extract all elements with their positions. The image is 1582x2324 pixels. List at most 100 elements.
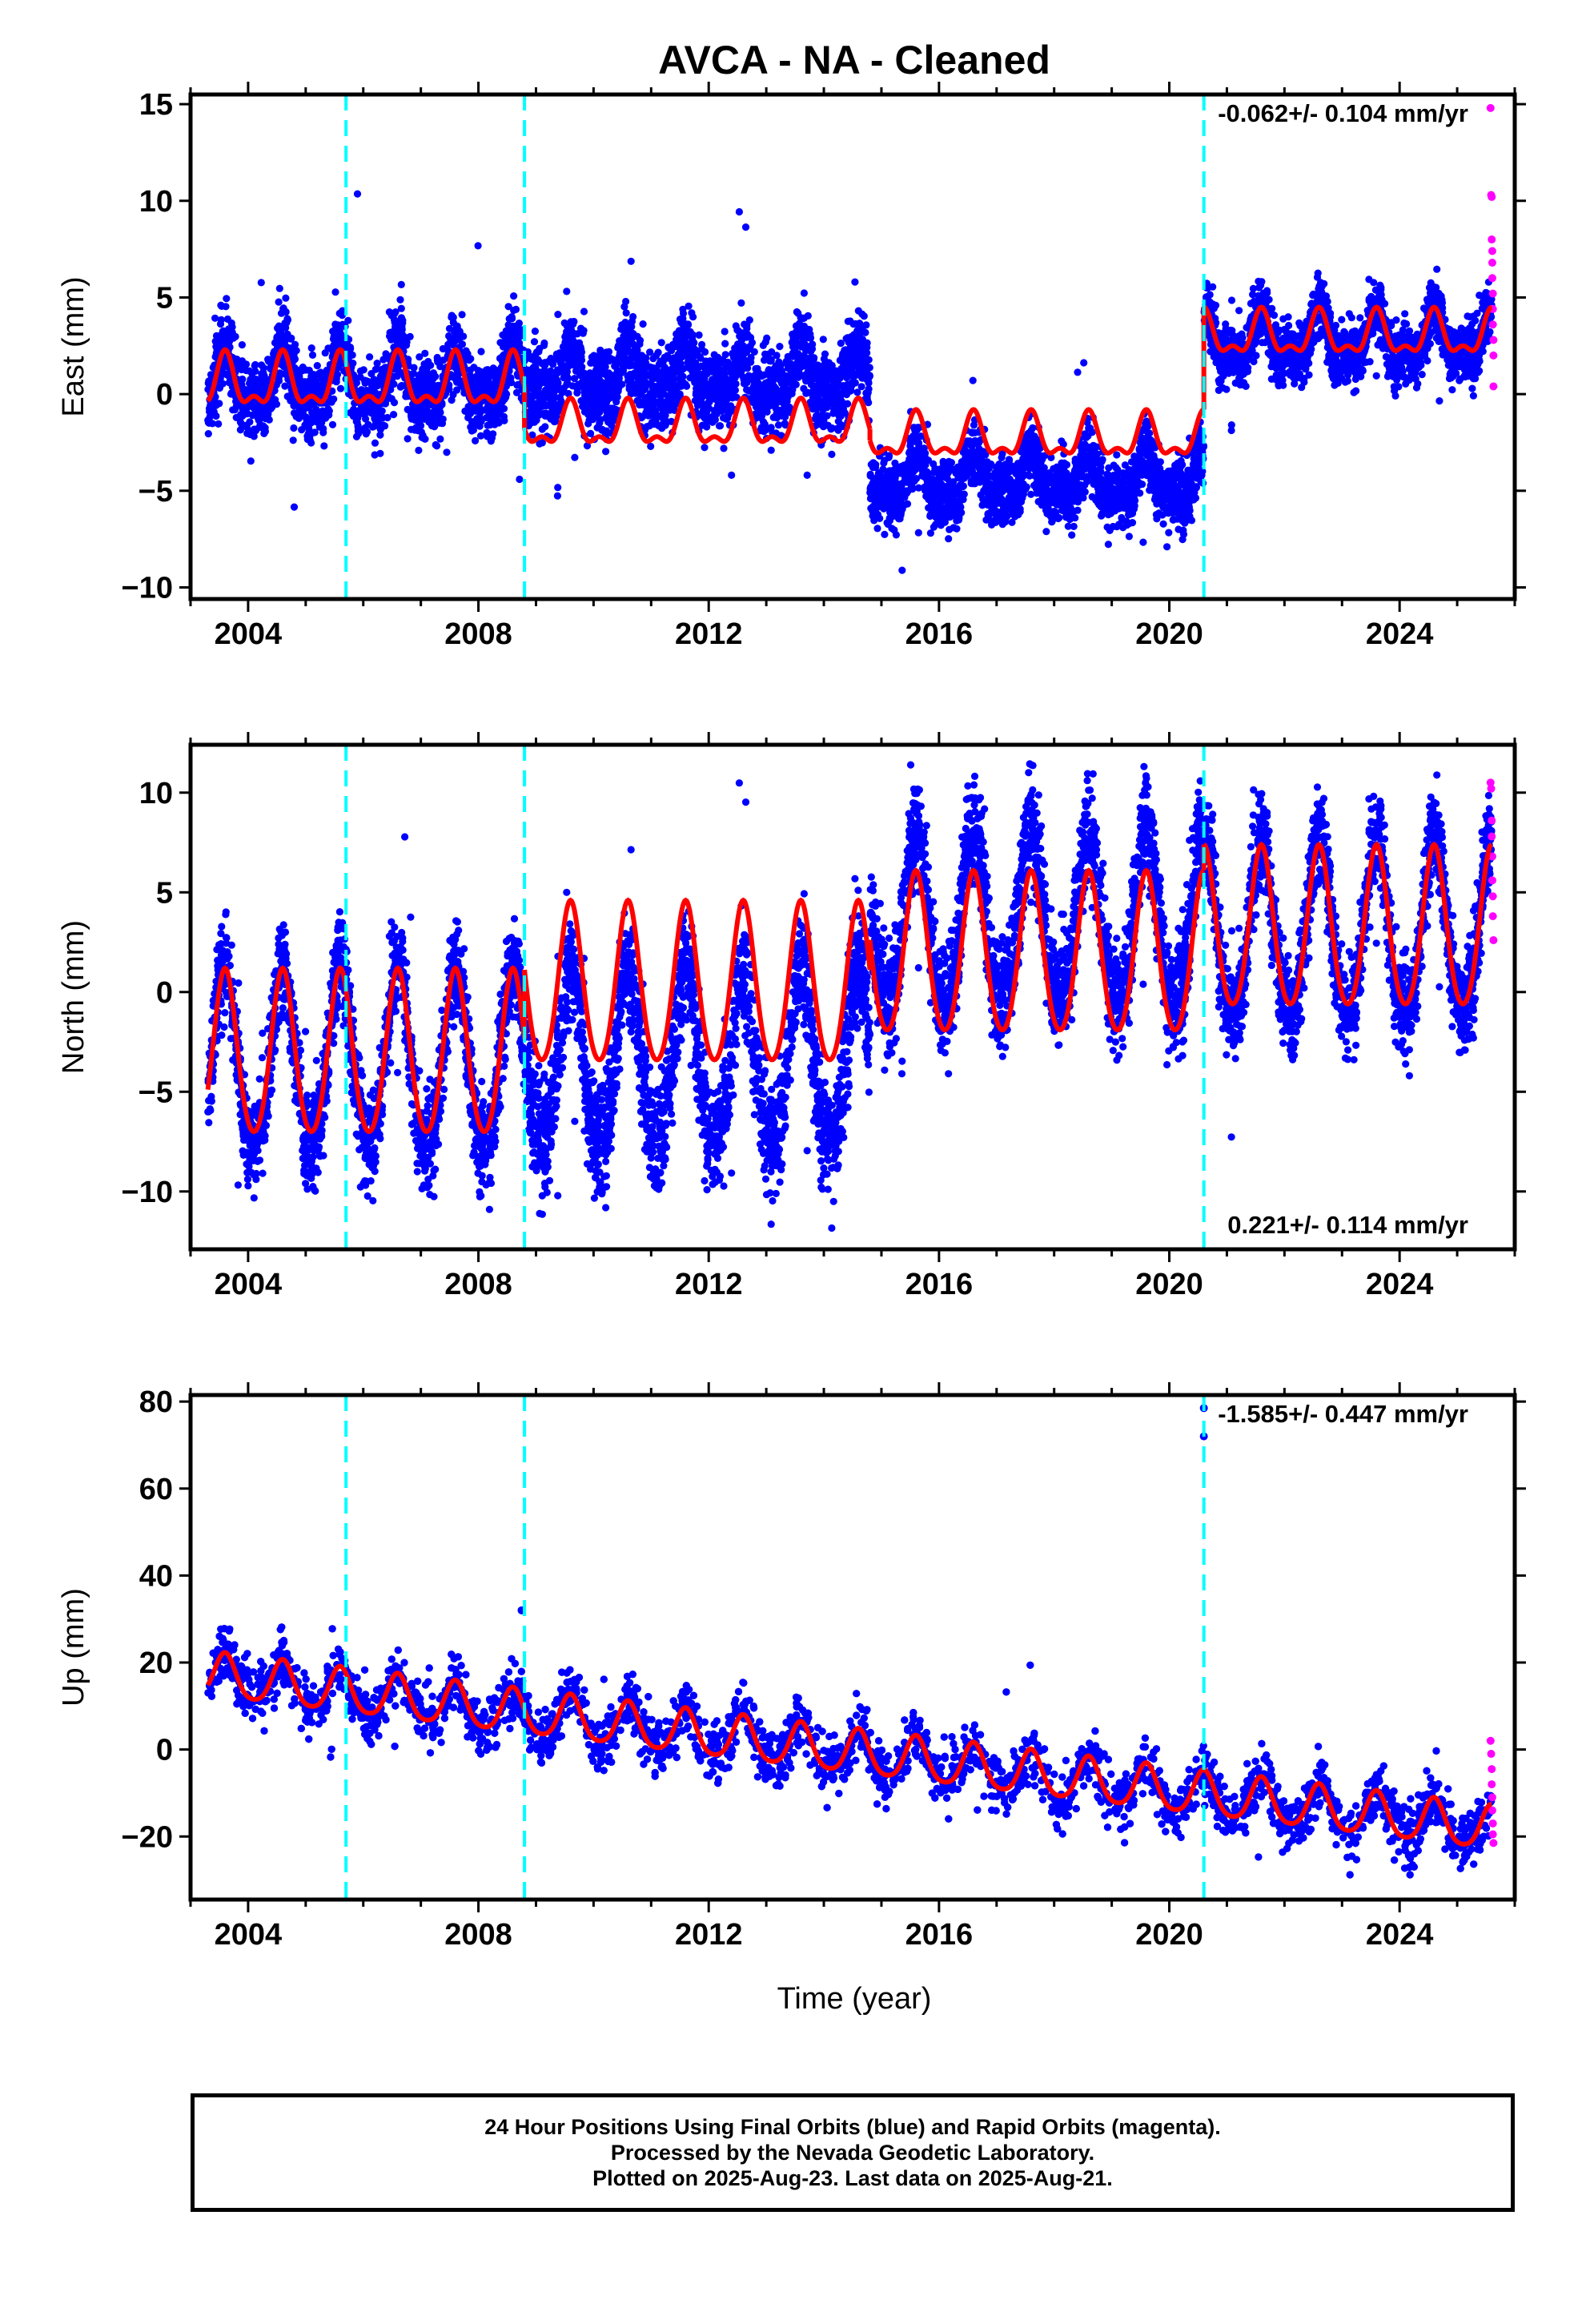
data-point bbox=[300, 404, 308, 412]
data-point bbox=[885, 517, 893, 525]
data-point bbox=[375, 419, 383, 427]
data-point bbox=[803, 471, 811, 480]
data-point bbox=[636, 336, 644, 344]
data-point bbox=[620, 322, 628, 330]
data-point bbox=[476, 422, 484, 430]
data-point bbox=[379, 356, 387, 364]
data-point bbox=[832, 383, 840, 391]
data-point bbox=[765, 400, 773, 408]
data-point bbox=[443, 448, 451, 456]
data-point bbox=[788, 384, 796, 392]
data-point bbox=[624, 376, 632, 384]
data-point bbox=[311, 428, 319, 436]
data-point bbox=[229, 406, 237, 414]
data-point bbox=[516, 475, 524, 484]
data-point bbox=[770, 374, 779, 382]
data-point bbox=[647, 442, 655, 451]
data-point bbox=[496, 409, 504, 417]
data-point bbox=[837, 392, 845, 400]
data-point bbox=[602, 427, 611, 435]
data-point bbox=[817, 400, 825, 408]
data-point bbox=[823, 367, 831, 375]
data-point bbox=[436, 435, 444, 443]
data-point bbox=[246, 428, 254, 436]
data-point bbox=[572, 367, 580, 375]
data-point bbox=[588, 381, 596, 389]
data-point bbox=[759, 341, 767, 349]
data-point bbox=[397, 304, 405, 312]
data-point bbox=[945, 535, 953, 543]
data-point bbox=[560, 373, 568, 381]
data-point bbox=[862, 340, 870, 348]
data-point bbox=[416, 353, 424, 361]
data-point bbox=[331, 288, 339, 296]
data-point bbox=[597, 404, 606, 412]
data-point bbox=[418, 433, 426, 441]
data-point bbox=[366, 353, 374, 361]
data-point bbox=[367, 370, 375, 378]
data-point bbox=[777, 390, 785, 398]
data-point bbox=[804, 388, 812, 396]
data-point bbox=[216, 320, 225, 328]
data-point bbox=[613, 388, 621, 396]
data-point bbox=[556, 393, 564, 401]
data-point bbox=[420, 373, 428, 381]
data-point bbox=[599, 349, 607, 357]
data-point bbox=[247, 457, 255, 465]
data-point bbox=[846, 317, 854, 325]
data-point bbox=[362, 430, 370, 438]
data-point bbox=[246, 367, 254, 375]
data-point bbox=[530, 338, 539, 346]
data-point bbox=[800, 353, 808, 361]
data-point bbox=[223, 295, 231, 303]
data-point bbox=[277, 370, 285, 378]
data-point bbox=[430, 416, 438, 425]
data-point bbox=[554, 484, 562, 492]
data-point bbox=[661, 416, 670, 424]
data-point bbox=[757, 384, 765, 392]
data-point bbox=[745, 345, 753, 353]
data-point bbox=[315, 422, 324, 430]
data-point bbox=[516, 339, 524, 347]
data-point bbox=[853, 358, 861, 366]
data-point bbox=[212, 343, 220, 351]
data-point bbox=[864, 388, 872, 396]
data-point bbox=[712, 359, 721, 367]
data-point bbox=[417, 428, 426, 436]
data-point bbox=[505, 315, 513, 323]
data-point bbox=[215, 420, 223, 428]
data-point bbox=[283, 316, 292, 324]
data-point bbox=[471, 388, 479, 396]
data-point bbox=[313, 362, 321, 370]
data-point bbox=[752, 403, 761, 411]
data-point bbox=[484, 383, 492, 391]
data-point bbox=[223, 371, 231, 379]
data-point bbox=[735, 207, 744, 216]
data-point bbox=[861, 375, 870, 383]
data-point bbox=[786, 360, 794, 368]
data-point bbox=[415, 446, 423, 455]
data-point bbox=[1125, 533, 1133, 541]
data-point bbox=[548, 414, 556, 422]
data-point bbox=[718, 401, 726, 409]
data-point bbox=[275, 298, 283, 306]
data-point bbox=[1042, 528, 1050, 536]
data-point bbox=[701, 379, 709, 387]
data-point bbox=[359, 366, 367, 374]
data-point bbox=[581, 390, 589, 398]
data-point bbox=[853, 351, 861, 360]
data-point bbox=[452, 332, 460, 340]
data-point bbox=[863, 349, 871, 357]
data-point bbox=[638, 386, 647, 394]
data-point bbox=[827, 425, 835, 433]
data-point bbox=[717, 377, 725, 385]
data-point bbox=[606, 409, 614, 417]
data-point bbox=[383, 413, 391, 422]
data-point bbox=[767, 424, 775, 432]
data-point bbox=[848, 381, 856, 390]
data-point bbox=[851, 278, 859, 286]
data-point bbox=[579, 372, 587, 380]
data-point bbox=[823, 404, 831, 412]
data-point bbox=[376, 449, 384, 457]
data-point bbox=[742, 329, 751, 337]
